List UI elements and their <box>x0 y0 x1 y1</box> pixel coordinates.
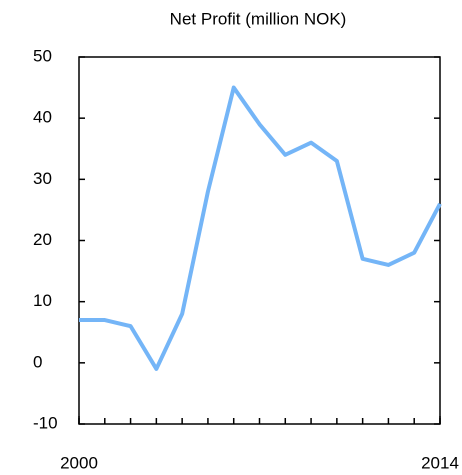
chart-title: Net Profit (million NOK) <box>170 9 347 28</box>
plot-frame <box>78 56 441 425</box>
x-tick-label: 2014 <box>421 453 459 472</box>
y-tick-label: 40 <box>33 108 52 127</box>
y-tick-label: 30 <box>33 169 52 188</box>
y-tick-label: 0 <box>33 352 42 371</box>
line-series <box>79 85 442 371</box>
x-tick-label: 2000 <box>60 453 98 472</box>
y-tick-label: 50 <box>33 46 52 65</box>
y-tick-label: 20 <box>33 230 52 249</box>
y-tick-label: 10 <box>33 291 52 310</box>
y-tick-label: -10 <box>33 413 58 432</box>
